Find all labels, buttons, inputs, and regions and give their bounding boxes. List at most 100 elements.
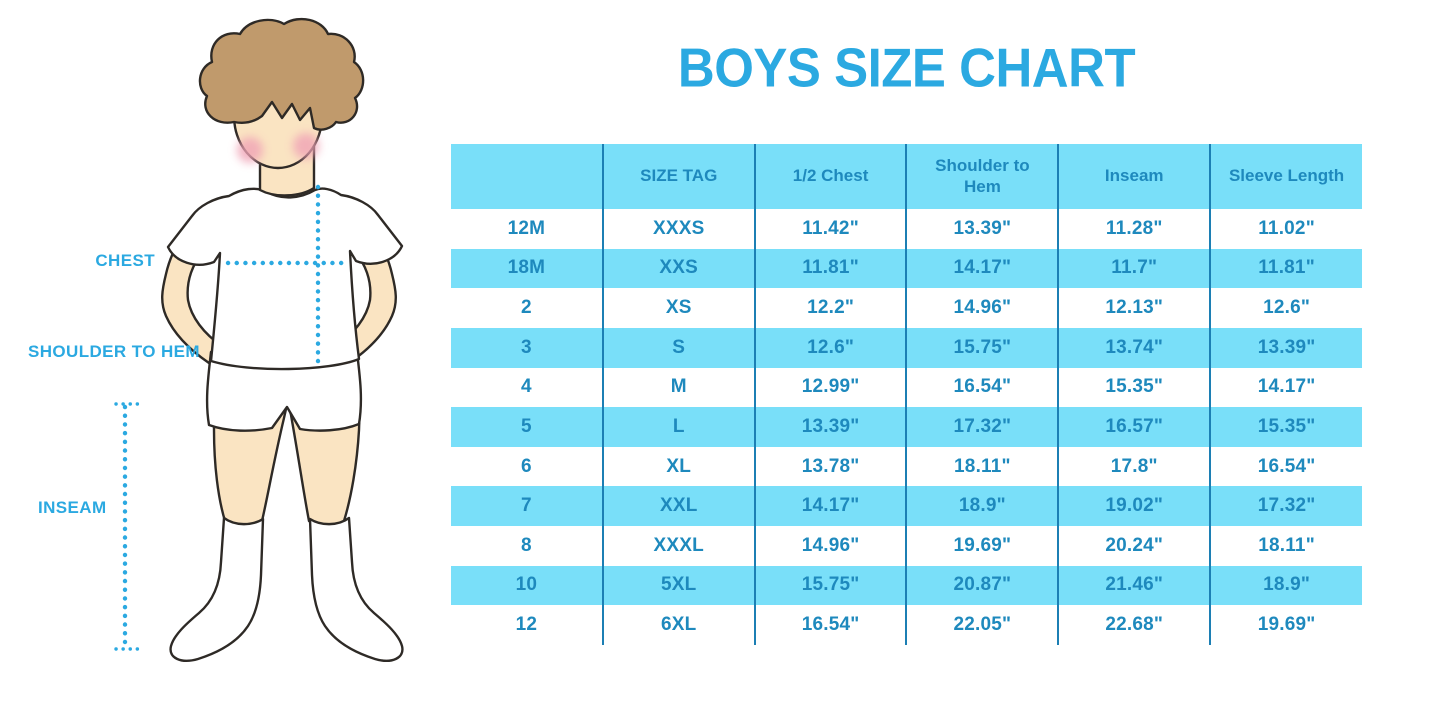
table-row: 12 6XL 16.54" 22.05" 22.68" 19.69" [451,605,1362,645]
size-cell: 18.9" [905,486,1059,526]
size-cell: 16.54" [1209,446,1362,487]
size-cell: 11.42" [753,209,907,249]
size-cell: 13.39" [1209,327,1362,368]
size-cell: 18.9" [1209,565,1362,606]
size-row-label: 5 [521,415,532,437]
boy-measurement-illustration [114,17,404,662]
size-cell: 14.17" [753,486,907,526]
boy-shorts [205,350,363,432]
size-cell: 11.7" [1057,248,1211,289]
size-cell: 15.75" [905,327,1059,368]
size-cell: 13.78" [753,446,907,487]
size-cell: 15.75" [753,565,907,606]
boy-left-cheek [237,137,263,163]
shoulder-to-hem-label: SHOULDER TO HEM [28,342,200,361]
size-cell: S [601,327,755,368]
size-row-label: 18M [507,257,546,279]
size-cell: 12.6" [1209,288,1362,328]
corner-cell [451,144,603,209]
page-title: BOYS SIZE CHART [677,37,1136,99]
size-cell: 11.81" [753,248,907,289]
size-cell: 19.69" [905,526,1059,566]
chest-label: CHEST [95,251,155,270]
size-cell: 14.17" [905,248,1059,289]
table-row: 12M XXXS 11.42" 13.39" 11.28" 11.02" [451,209,1362,249]
size-cell: XXXL [601,526,755,566]
size-cell: 12.2" [753,288,907,328]
size-cell: 18.11" [1209,526,1362,566]
size-row-label: 10 [515,574,538,596]
size-cell: 13.39" [753,407,907,447]
table-row: 10 5XL 15.75" 20.87" 21.46" 18.9" [451,565,1362,606]
size-cell: 17.8" [1057,446,1211,487]
size-cell: 20.87" [905,565,1059,606]
size-cell: 15.35" [1209,407,1362,447]
size-row-label: 6 [521,455,532,477]
column-header: 1/2 Chest [753,144,907,209]
size-cell: 20.24" [1057,526,1211,566]
table-row: 3 S 12.6" 15.75" 13.74" 13.39" [451,327,1362,368]
table-row: 7 XXL 14.17" 18.9" 19.02" 17.32" [451,486,1362,526]
size-cell: 12.99" [753,367,907,408]
size-row-label: 3 [521,336,532,358]
size-cell: 5XL [601,565,755,606]
size-cell: 16.54" [905,367,1059,408]
size-cell: 22.05" [905,605,1059,645]
size-cell: XL [601,446,755,487]
table-row: 4 M 12.99" 16.54" 15.35" 14.17" [451,367,1362,408]
column-header: SIZE TAG [601,144,755,209]
size-cell: 16.54" [753,605,907,645]
size-cell: 17.32" [905,407,1059,447]
size-cell: XXS [601,248,755,289]
column-header: Shoulder to Hem [905,144,1059,209]
size-cell: M [601,367,755,408]
boy-tshirt [166,187,404,371]
size-cell: 14.96" [905,288,1059,328]
size-cell: 22.68" [1057,605,1211,645]
size-cell: 19.02" [1057,486,1211,526]
header-row: SIZE TAG 1/2 Chest Shoulder to Hem Inseam Sl… [451,144,1362,209]
size-cell: 18.11" [905,446,1059,487]
size-row-label: 4 [521,376,532,398]
size-cell: 12.6" [753,327,907,368]
boy-right-cheek [293,133,319,159]
size-cell: 14.96" [753,526,907,566]
boy-right-sock [308,516,404,662]
size-row-label: 2 [521,297,532,319]
size-cell: 14.17" [1209,367,1362,408]
size-cell: 13.74" [1057,327,1211,368]
size-row-label: 8 [521,534,532,556]
size-cell: 12.13" [1057,288,1211,328]
size-cell: XXXS [601,209,755,249]
boy-hair [198,17,365,131]
size-cell: 15.35" [1057,367,1211,408]
size-cell: 13.39" [905,209,1059,249]
column-header: Sleeve Length [1209,144,1362,209]
size-cell: 11.02" [1209,209,1362,249]
table-row: 2 XS 12.2" 14.96" 12.13" 12.6" [451,288,1362,328]
table-row: 18M XXS 11.81" 14.17" 11.7" 11.81" [451,248,1362,289]
size-cell: 16.57" [1057,407,1211,447]
size-cell: 11.81" [1209,248,1362,289]
size-cell: L [601,407,755,447]
size-cell: XS [601,288,755,328]
size-table-header: SIZE TAG 1/2 Chest Shoulder to Hem Inseam Sl… [451,144,1362,209]
size-cell: 19.69" [1209,605,1362,645]
size-table-body: 12M XXXS 11.42" 13.39" 11.28" 11.02" 18M XXS 11.… [451,209,1362,645]
size-cell: 11.28" [1057,209,1211,249]
boy-left-sock [169,516,265,662]
size-cell: 6XL [601,605,755,645]
table-row: 5 L 13.39" 17.32" 16.57" 15.35" [451,407,1362,447]
size-cell: XXL [601,486,755,526]
size-cell: 21.46" [1057,565,1211,606]
size-row-label: 12M [507,217,546,239]
inseam-label: INSEAM [38,498,107,517]
size-row-label: 7 [521,495,532,517]
size-cell: 17.32" [1209,486,1362,526]
size-row-label: 12 [515,614,538,636]
column-header: Inseam [1057,144,1211,209]
table-row: 6 XL 13.78" 18.11" 17.8" 16.54" [451,446,1362,487]
table-row: 8 XXXL 14.96" 19.69" 20.24" 18.11" [451,526,1362,566]
size-table: SIZE TAG 1/2 Chest Shoulder to Hem Inseam Sl… [451,144,1362,645]
